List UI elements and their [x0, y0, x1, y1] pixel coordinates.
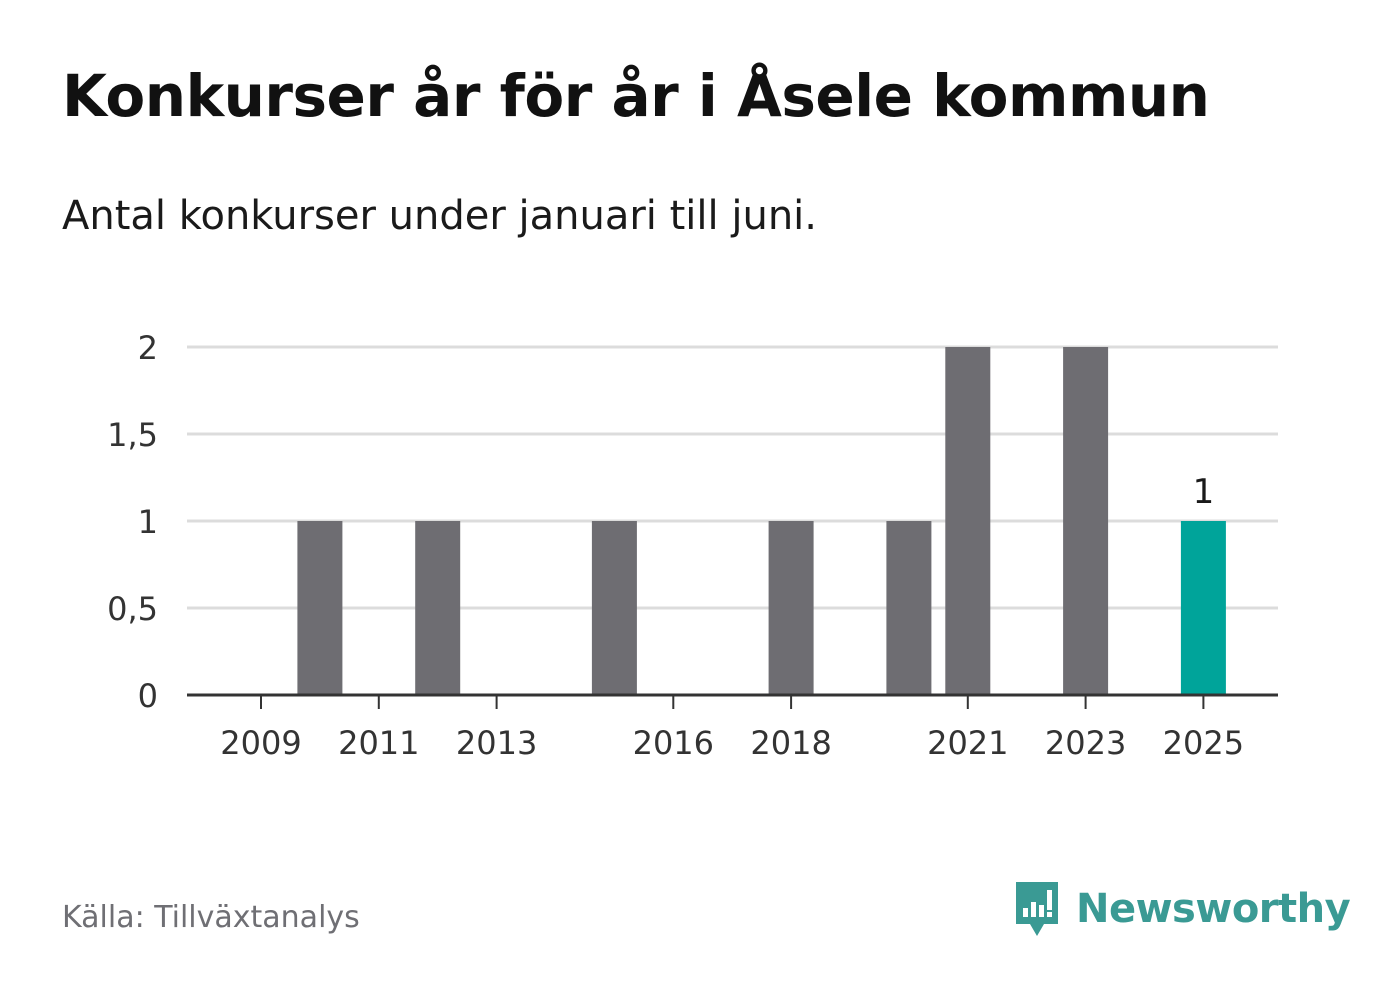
bar-2012: [415, 521, 461, 695]
chart-subtitle: Antal konkurser under januari till juni.: [62, 193, 817, 239]
bar-2010: [297, 521, 343, 695]
x-tick-label: 2025: [1163, 724, 1244, 762]
bar-2020: [886, 521, 932, 695]
data-label: 1: [1193, 472, 1215, 512]
y-tick-label: 0,5: [107, 590, 158, 628]
brand-logo: Newsworthy: [1012, 878, 1351, 940]
x-tick-label: 2013: [456, 724, 537, 762]
bar-2021: [945, 347, 991, 695]
x-tick-label: 2018: [750, 724, 831, 762]
brand-name: Newsworthy: [1076, 886, 1351, 932]
x-tick-label: 2021: [927, 724, 1008, 762]
x-tick-label: 2011: [338, 724, 419, 762]
x-tick-label: 2016: [633, 724, 714, 762]
bar-2018: [768, 521, 814, 695]
bar-chart-speech-bubble-icon: [1016, 882, 1058, 936]
y-tick-label: 0: [138, 677, 158, 715]
bar-2015: [591, 521, 637, 695]
x-tick-label: 2009: [220, 724, 301, 762]
bar-2025: [1180, 521, 1226, 695]
y-tick-label: 1,5: [107, 416, 158, 454]
chart-title: Konkurser år för år i Åsele kommun: [62, 62, 1210, 130]
bar-2023: [1063, 347, 1109, 695]
y-tick-label: 2: [138, 329, 158, 367]
source-note: Källa: Tillväxtanalys: [62, 900, 360, 935]
x-tick-label: 2023: [1045, 724, 1126, 762]
y-tick-label: 1: [138, 503, 158, 541]
